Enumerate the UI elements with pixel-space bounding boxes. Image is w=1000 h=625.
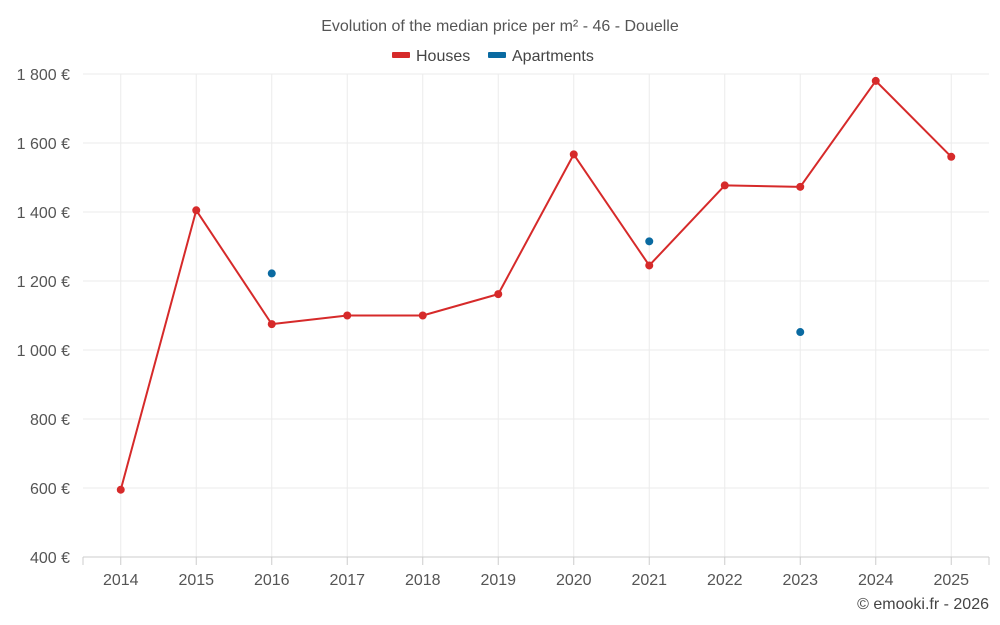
series-layer (116, 76, 956, 494)
x-tick-label: 2021 (631, 572, 667, 589)
data-point-houses[interactable] (267, 320, 276, 329)
grid (83, 73, 989, 557)
chart-title: Evolution of the median price per m² - 4… (321, 18, 679, 35)
y-tick-label: 800 € (30, 412, 70, 429)
x-tick-label: 2022 (707, 572, 743, 589)
data-point-houses[interactable] (645, 261, 654, 270)
x-tick-label: 2018 (405, 572, 441, 589)
data-point-houses[interactable] (494, 290, 503, 299)
data-point-houses[interactable] (343, 311, 352, 320)
x-tick-label: 2014 (103, 572, 139, 589)
series-line-houses (119, 79, 952, 490)
data-point-houses[interactable] (796, 182, 805, 191)
data-point-apartments[interactable] (645, 237, 654, 246)
credit-text: © emooki.fr - 2026 (857, 596, 989, 613)
data-point-houses[interactable] (192, 206, 201, 215)
x-tick-label: 2016 (254, 572, 290, 589)
data-point-apartments[interactable] (267, 269, 276, 278)
legend-label-apartments: Apartments (512, 48, 594, 65)
legend-label-houses: Houses (416, 48, 470, 65)
series-houses (116, 76, 956, 494)
y-tick-label: 600 € (30, 481, 70, 498)
axes: 400 € 600 € 800 € 1 000 € 1 200 € 1 400 € 1 60… (17, 67, 990, 589)
data-point-houses[interactable] (116, 485, 125, 494)
data-point-houses[interactable] (569, 150, 578, 159)
series-apartments (267, 237, 805, 337)
data-point-houses[interactable] (720, 181, 729, 190)
x-tick-label: 2023 (782, 572, 818, 589)
x-tick-label: 2024 (858, 572, 894, 589)
y-tick-label: 1 000 € (17, 343, 70, 360)
x-tick-label: 2019 (480, 572, 516, 589)
legend-swatch-apartments (488, 52, 506, 58)
x-tick-label: 2015 (178, 572, 214, 589)
data-point-houses[interactable] (418, 311, 427, 320)
data-point-apartments[interactable] (796, 328, 805, 337)
x-tick-label: 2017 (329, 572, 365, 589)
y-tick-label: 1 200 € (17, 274, 70, 291)
y-tick-label: 1 600 € (17, 136, 70, 153)
data-point-houses[interactable] (947, 152, 956, 161)
legend-item-apartments[interactable]: Apartments (488, 48, 594, 65)
data-point-houses[interactable] (871, 76, 880, 85)
legend-swatch-houses (392, 52, 410, 58)
y-tick-label: 400 € (30, 550, 70, 567)
legend-item-houses[interactable]: Houses (392, 48, 470, 65)
x-tick-label: 2020 (556, 572, 592, 589)
y-tick-label: 1 800 € (17, 67, 70, 84)
x-tick-label: 2025 (933, 572, 969, 589)
y-tick-label: 1 400 € (17, 205, 70, 222)
legend: Houses Apartments (392, 48, 594, 65)
